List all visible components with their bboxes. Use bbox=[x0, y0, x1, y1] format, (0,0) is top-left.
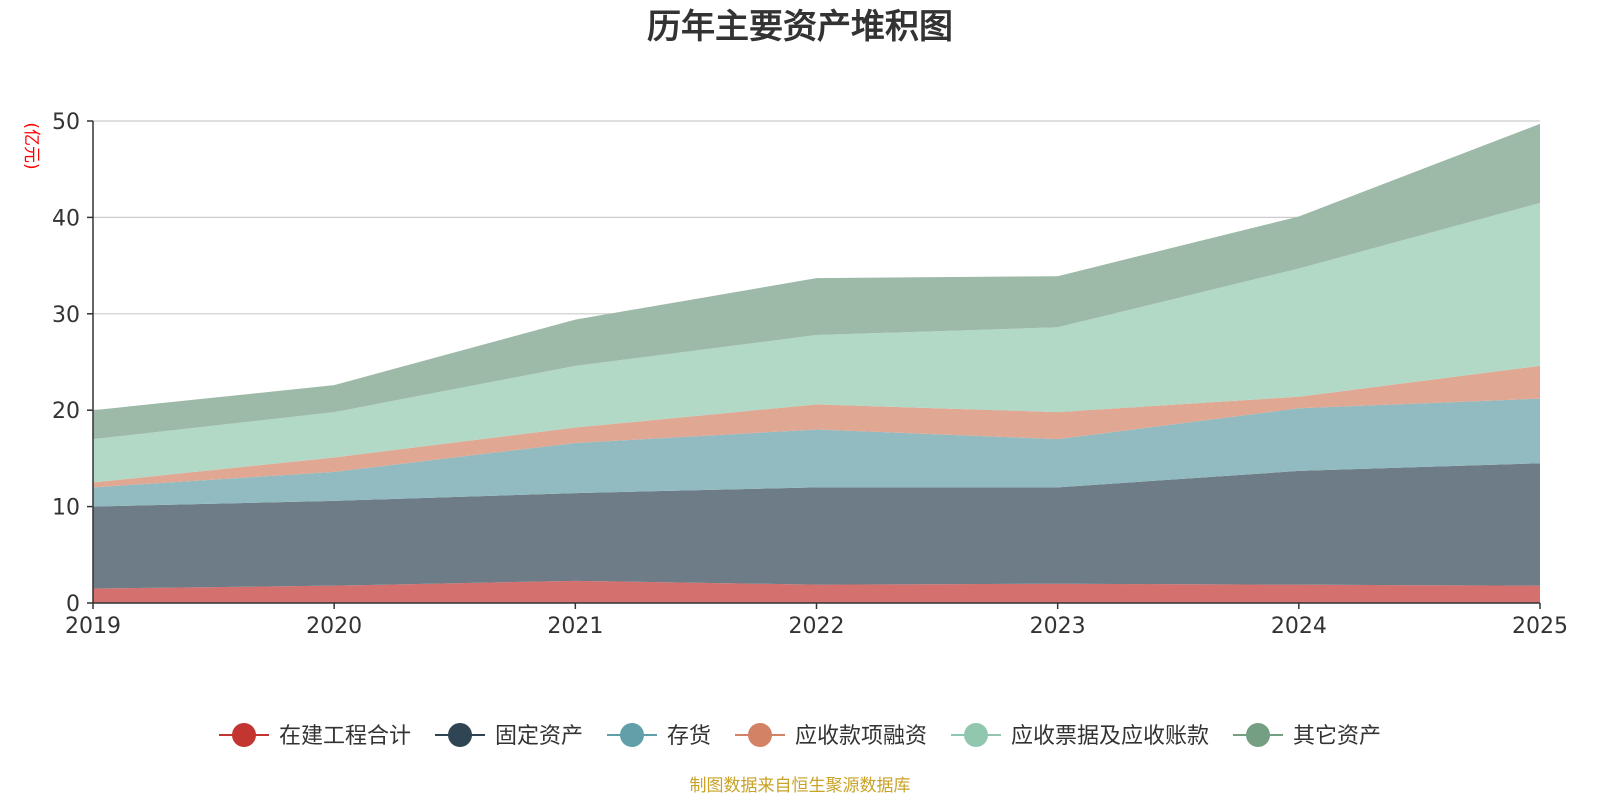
legend-item-5[interactable]: 应收票据及应收账款 bbox=[951, 723, 1209, 749]
legend: 在建工程合计 固定资产 存货 应收款项融资 应收票据及应收账款 其它资产 bbox=[219, 723, 1381, 749]
chart-title: 历年主要资产堆积图 bbox=[647, 7, 953, 47]
legend-circle-icon bbox=[448, 723, 472, 747]
area-series-3 bbox=[93, 398, 1540, 507]
legend-circle-icon bbox=[1246, 723, 1270, 747]
legend-label: 其它资产 bbox=[1293, 724, 1381, 749]
area-series-4 bbox=[93, 365, 1540, 488]
y-tick-label-0: 0 bbox=[66, 592, 80, 617]
stacked-areas bbox=[93, 123, 1540, 603]
legend-item-4[interactable]: 应收款项融资 bbox=[735, 723, 927, 749]
y-tick-label-40: 40 bbox=[52, 206, 80, 231]
x-tick-label-2021: 2021 bbox=[547, 614, 603, 639]
x-tick-label-2024: 2024 bbox=[1271, 614, 1327, 639]
legend-label: 在建工程合计 bbox=[279, 724, 411, 749]
area-series-2 bbox=[93, 463, 1540, 589]
legend-item-3[interactable]: 存货 bbox=[607, 723, 711, 749]
x-tick-label-2025: 2025 bbox=[1512, 614, 1568, 639]
y-tick-label-50: 50 bbox=[52, 110, 80, 135]
axes: 0 10 20 30 40 50 2019 2020 2021 2022 2023 2024 2025 bbox=[52, 110, 1568, 639]
legend-circle-icon bbox=[748, 723, 772, 747]
y-tick-label-30: 30 bbox=[52, 303, 80, 328]
x-tick-label-2019: 2019 bbox=[65, 614, 121, 639]
legend-label: 存货 bbox=[667, 724, 711, 749]
y-tick-label-20: 20 bbox=[52, 399, 80, 424]
legend-item-6[interactable]: 其它资产 bbox=[1233, 723, 1381, 749]
x-tick-label-2023: 2023 bbox=[1030, 614, 1086, 639]
x-tick-label-2020: 2020 bbox=[306, 614, 362, 639]
legend-item-1[interactable]: 在建工程合计 bbox=[219, 723, 411, 749]
legend-item-2[interactable]: 固定资产 bbox=[435, 723, 583, 749]
x-tick-label-2022: 2022 bbox=[789, 614, 845, 639]
y-axis-unit-label: (亿元) bbox=[21, 122, 41, 169]
legend-circle-icon bbox=[232, 723, 256, 747]
data-source-note: 制图数据来自恒生聚源数据库 bbox=[690, 776, 911, 796]
area-series-6 bbox=[93, 123, 1540, 440]
legend-circle-icon bbox=[620, 723, 644, 747]
y-tick-label-10: 10 bbox=[52, 496, 80, 521]
legend-label: 应收票据及应收账款 bbox=[1011, 724, 1209, 749]
area-series-5 bbox=[93, 202, 1540, 483]
area-series-1 bbox=[93, 580, 1540, 603]
legend-label: 固定资产 bbox=[495, 724, 583, 749]
legend-circle-icon bbox=[964, 723, 988, 747]
legend-label: 应收款项融资 bbox=[795, 724, 927, 749]
